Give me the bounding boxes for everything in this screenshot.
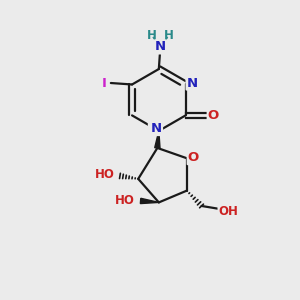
Polygon shape <box>155 131 160 148</box>
Text: O: O <box>208 109 219 122</box>
Polygon shape <box>140 198 159 204</box>
Text: H: H <box>164 29 174 42</box>
Text: H: H <box>146 29 156 42</box>
Text: HO: HO <box>115 194 135 207</box>
Text: N: N <box>155 40 166 53</box>
Text: O: O <box>188 151 199 164</box>
Text: N: N <box>149 122 160 135</box>
Text: OH: OH <box>218 205 238 218</box>
Text: N: N <box>187 76 198 89</box>
Text: HO: HO <box>95 168 115 181</box>
Text: N: N <box>151 122 162 135</box>
Text: I: I <box>102 76 107 89</box>
